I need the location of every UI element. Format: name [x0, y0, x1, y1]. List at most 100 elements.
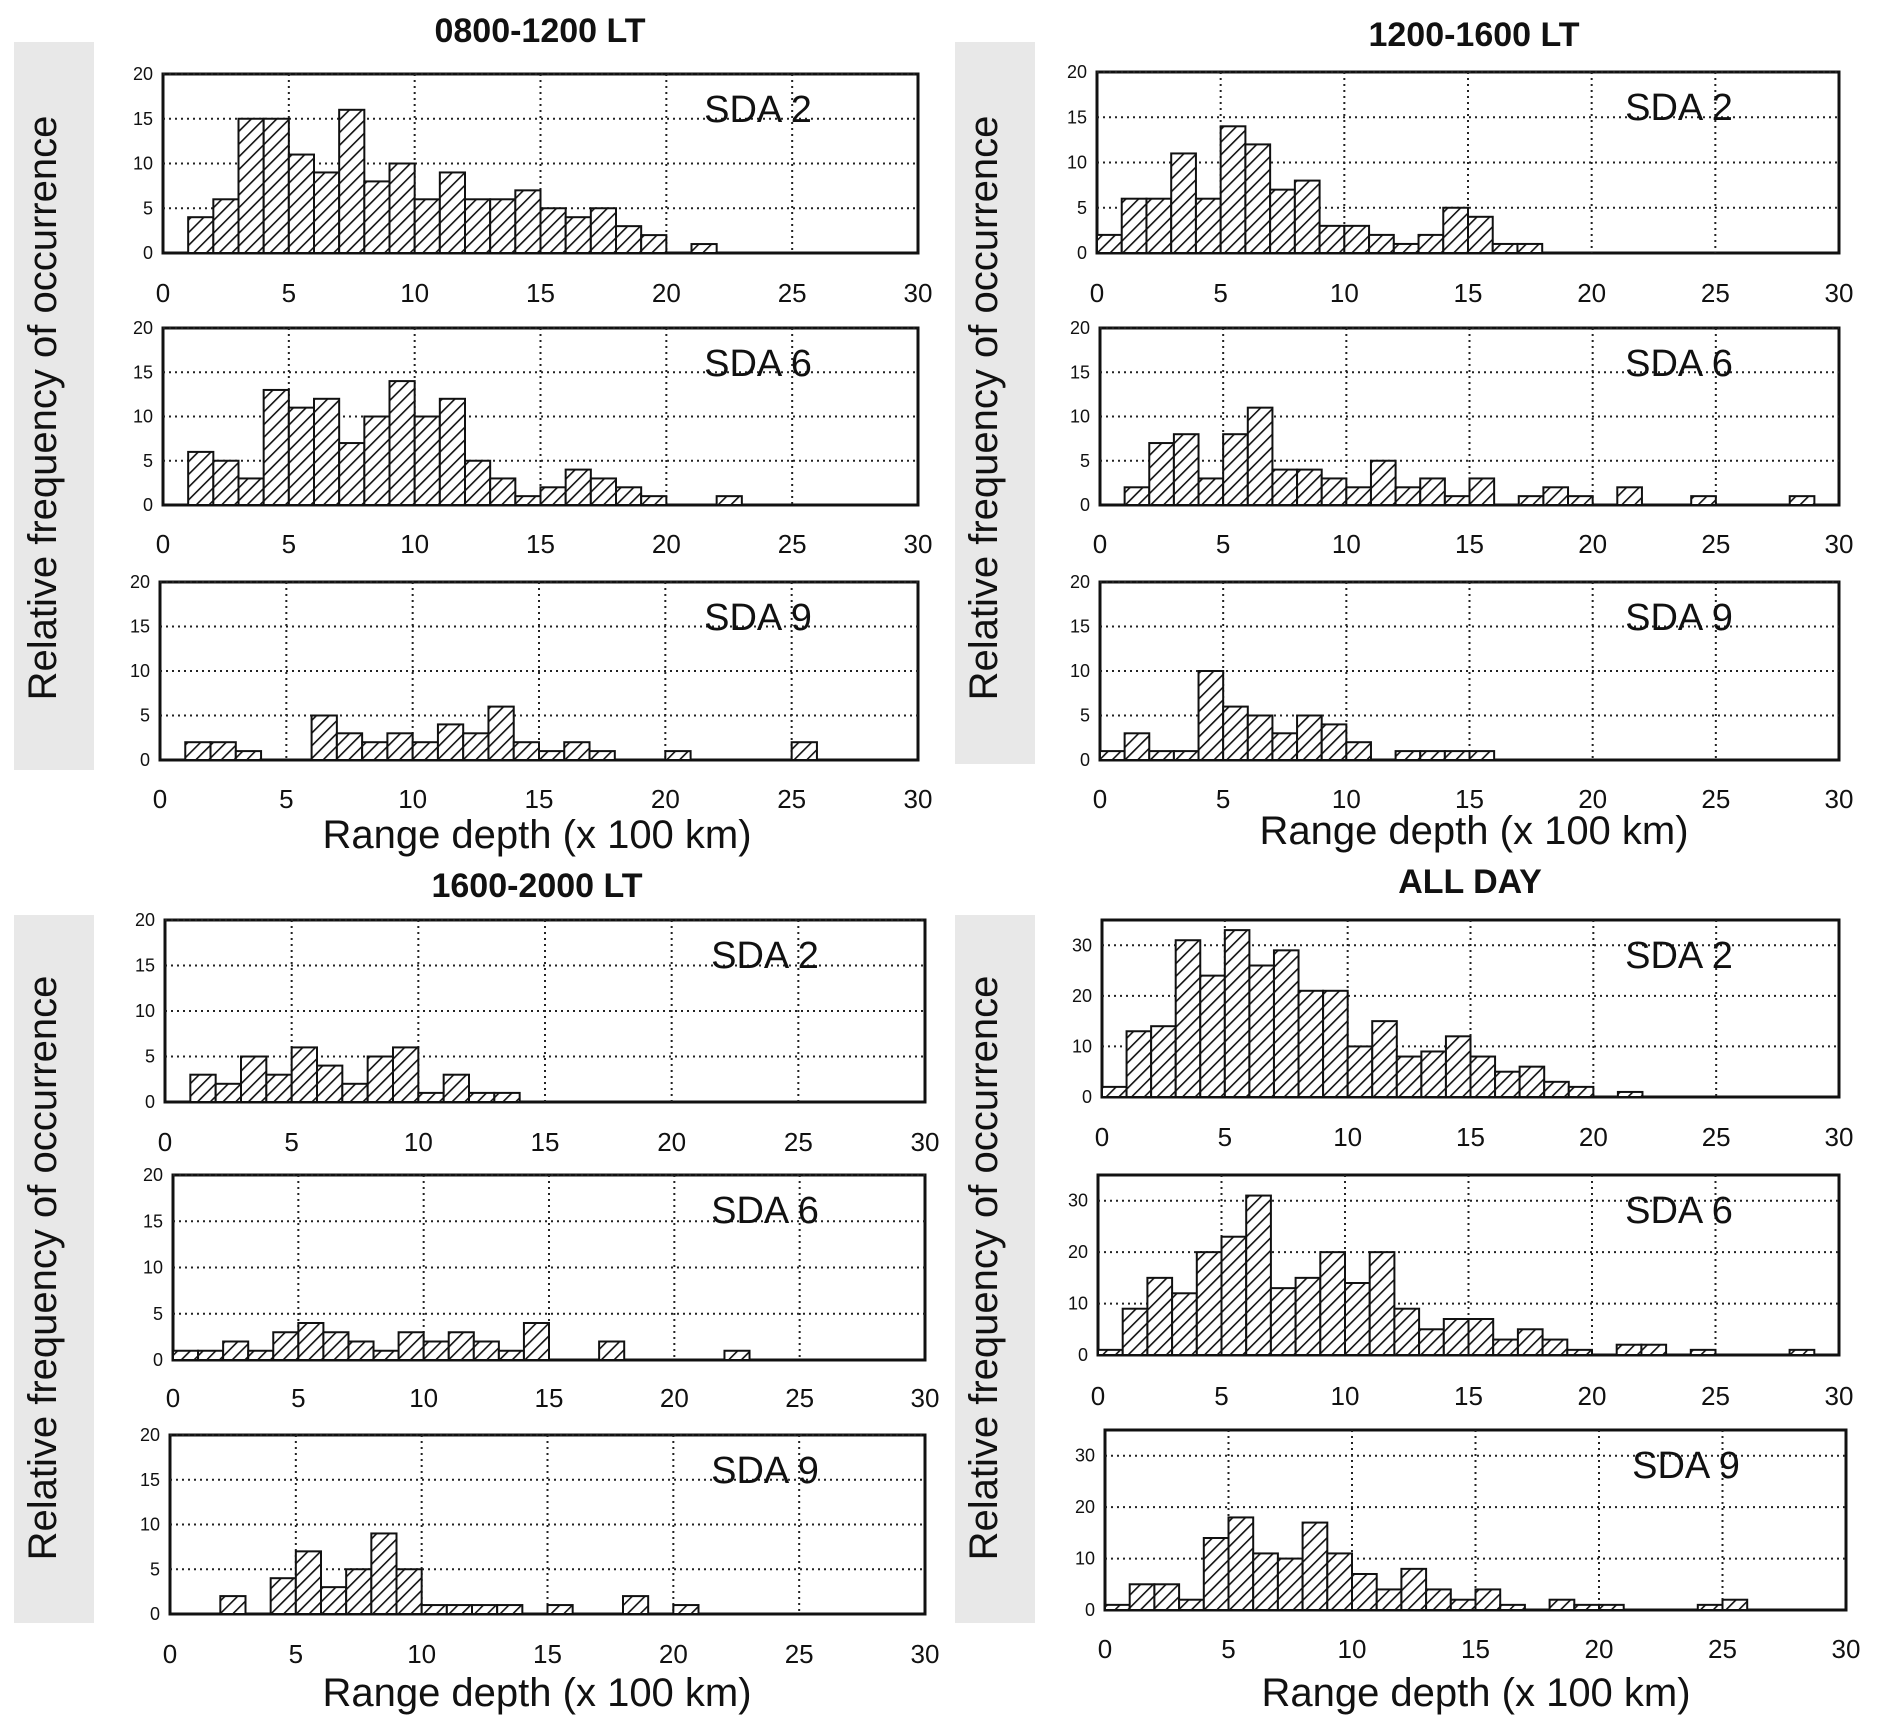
x-tick-label: 10	[409, 1383, 438, 1413]
y-tick-label: 0	[143, 243, 153, 263]
y-tick-label: 30	[1075, 1446, 1095, 1466]
histogram-bar	[1219, 125, 1247, 254]
histogram-bar	[598, 1340, 626, 1361]
histogram-bar	[514, 189, 542, 255]
histogram-bar	[1294, 1276, 1322, 1357]
histogram-bar	[1395, 1055, 1423, 1098]
histogram-panel: SDA 6 0 10 20 30 0 5 10 15 20 25 30	[1068, 1173, 1853, 1411]
x-tick-label: 15	[1454, 1381, 1483, 1411]
histogram-bar	[1788, 1348, 1816, 1357]
histogram-bar	[447, 1331, 475, 1361]
histogram-bar	[1343, 224, 1371, 255]
histogram-bar	[372, 1349, 400, 1361]
histogram-bar	[1220, 1235, 1248, 1356]
histogram-panel: SDA 2 0 5 10 15 20 0 5 10 15 20 25 30	[1067, 62, 1853, 308]
x-tick-label: 20	[651, 784, 680, 814]
histogram-bar	[287, 406, 316, 506]
histogram-bar	[184, 741, 212, 762]
histogram-bar	[445, 1604, 474, 1616]
y-axis-label: Relative frequency of occurrence	[21, 116, 65, 701]
x-tick-label: 25	[785, 1383, 814, 1413]
histogram-bar	[1467, 215, 1494, 255]
histogram-bar	[422, 1340, 450, 1361]
x-tick-label: 30	[1825, 1122, 1854, 1152]
y-tick-label: 0	[143, 495, 153, 515]
y-tick-label: 20	[1067, 62, 1087, 82]
histogram-bar	[1616, 486, 1643, 506]
x-tick-label: 25	[784, 1127, 813, 1157]
x-tick-label: 15	[533, 1639, 562, 1669]
x-tick-label: 5	[279, 784, 293, 814]
x-tick-label: 20	[1578, 529, 1607, 559]
x-tick-label: 10	[1331, 1381, 1360, 1411]
histogram-bar	[1345, 486, 1372, 506]
histogram-bar	[338, 108, 366, 254]
histogram-bar	[1418, 1328, 1445, 1357]
histogram-panel: SDA 6 0 5 10 15 20 0 5 10 15 20 25 30	[1070, 318, 1853, 559]
histogram-bar	[468, 1091, 496, 1104]
x-tick-label: 10	[1332, 529, 1361, 559]
histogram-bar	[1696, 1603, 1724, 1612]
histogram-bar	[464, 198, 492, 255]
histogram-bar	[496, 1604, 524, 1616]
x-tick-label: 30	[904, 278, 933, 308]
histogram-bar	[1400, 1567, 1428, 1612]
histogram-bar	[1145, 197, 1173, 254]
histogram-bar	[472, 1340, 500, 1361]
histogram-bar	[1492, 1338, 1519, 1356]
y-tick-label: 0	[145, 1092, 155, 1112]
histogram-bar	[1543, 1080, 1570, 1099]
histogram-bar	[1468, 477, 1496, 507]
histogram-bar	[462, 732, 490, 761]
histogram-bar	[1101, 1085, 1128, 1099]
histogram-bar	[1097, 1348, 1124, 1357]
histogram-bar	[438, 171, 467, 254]
x-tick-label: 15	[1455, 784, 1484, 814]
y-tick-label: 20	[1075, 1497, 1095, 1517]
histogram-bar	[622, 1595, 650, 1615]
histogram-bar	[1296, 468, 1323, 507]
histogram-bar	[1371, 1020, 1398, 1099]
histogram-bar	[1174, 939, 1202, 1098]
x-tick-label: 0	[1093, 784, 1107, 814]
y-tick-label: 10	[140, 1515, 160, 1535]
histogram-bar	[397, 1331, 425, 1361]
y-tick-label: 15	[133, 109, 153, 129]
y-tick-label: 10	[1070, 661, 1090, 681]
y-tick-label: 5	[143, 451, 153, 471]
panel-label: SDA 2	[1625, 935, 1733, 977]
histogram-bar	[723, 1349, 751, 1361]
histogram-bar	[497, 1349, 525, 1361]
histogram-bar	[338, 442, 366, 506]
histogram-bar	[1120, 197, 1148, 254]
histogram-bar	[1123, 732, 1151, 761]
x-tick-label: 20	[1578, 1381, 1607, 1411]
histogram-bar	[297, 1322, 325, 1361]
histogram-bar	[564, 468, 592, 507]
x-tick-label: 10	[398, 784, 427, 814]
histogram-bar	[1222, 433, 1249, 507]
x-tick-label: 0	[156, 278, 170, 308]
histogram-bar	[234, 750, 263, 761]
x-tick-label: 0	[1091, 1381, 1105, 1411]
histogram-bar	[1172, 433, 1200, 507]
x-tick-label: 5	[1216, 529, 1230, 559]
histogram-bar	[1194, 197, 1222, 254]
histogram-bar	[1467, 1318, 1495, 1356]
histogram-bar	[214, 1082, 243, 1104]
y-tick-label: 5	[1080, 706, 1090, 726]
x-axis-label: Range depth (x 100 km)	[322, 813, 751, 857]
y-tick-label: 0	[153, 1350, 163, 1370]
chart-title: 1600-2000 LT	[431, 867, 642, 905]
histogram-bar	[1148, 442, 1175, 506]
y-tick-label: 20	[133, 64, 153, 84]
histogram-bar	[1171, 1292, 1198, 1357]
x-tick-label: 20	[657, 1127, 686, 1157]
histogram-bar	[563, 741, 591, 762]
histogram-bar	[388, 380, 416, 507]
histogram-bar	[539, 207, 567, 254]
y-tick-label: 0	[1080, 750, 1090, 770]
histogram-panel: SDA 9 0 5 10 15 20 0 5 10 15 20 25 30	[140, 1425, 939, 1669]
histogram-bar	[489, 477, 517, 507]
histogram-bar	[187, 450, 215, 506]
